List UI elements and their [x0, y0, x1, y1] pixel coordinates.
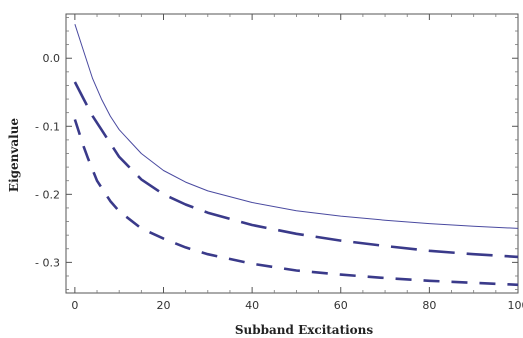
- series-line-1: [74, 24, 519, 229]
- axis-ticks: [66, 14, 519, 293]
- x-tick-label: 0: [71, 299, 78, 312]
- series-line-2: [73, 81, 519, 259]
- x-tick-label: 20: [156, 299, 170, 312]
- y-axis-title: Eigenvalue: [7, 118, 21, 192]
- y-tick-label: 0.0: [43, 52, 61, 65]
- y-tick-label: - 0.3: [35, 256, 60, 269]
- series-lines: [73, 24, 519, 287]
- x-tick-label: 80: [422, 299, 436, 312]
- x-tick-label: 100: [508, 299, 523, 312]
- y-tick-label: - 0.1: [35, 120, 60, 133]
- x-tick-label: 60: [334, 299, 348, 312]
- series-line-3: [73, 119, 519, 287]
- x-tick-label: 40: [245, 299, 259, 312]
- y-tick-label: - 0.2: [35, 188, 60, 201]
- tick-labels: 0 20 40 60 80 100 0.0 - 0.1 - 0.2 - 0.3: [35, 52, 523, 312]
- x-axis-title: Subband Excitations: [235, 323, 374, 337]
